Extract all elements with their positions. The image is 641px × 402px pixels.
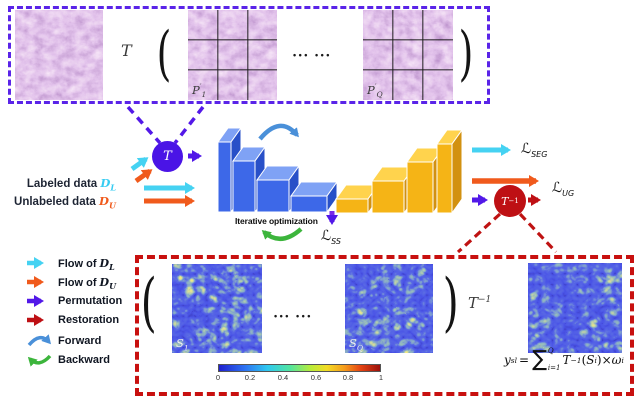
heatmap-texture [345,264,433,353]
legend-glyphs [27,257,52,367]
permuted-patch-pq: P′Q [363,10,453,100]
legend-label-flow-du: Flow of DU [58,276,117,292]
colorbar [218,364,381,372]
encoder-bar-4 [290,180,338,214]
restoration-operator-circle: T −1 [494,185,526,217]
encoder-bars [217,126,338,214]
decoder-bars [335,128,463,215]
saliency-map-s1: S1 [172,264,262,353]
colorbar-tick: 0.8 [342,373,354,382]
histology-image [15,10,103,100]
encoder-bar-3 [256,164,300,214]
open-paren-bottom: ( [140,264,157,340]
restore-dashed-connectors [456,212,558,254]
restored-saliency-map [528,263,622,353]
decoder-bar-1 [335,183,379,215]
s1-label: S1 [176,336,189,353]
permute-dashed-connectors [126,105,205,145]
ug-loss-label: ℒUG [552,180,575,198]
colorbar-tick: 0.6 [310,373,322,382]
seg-loss-label: ℒSEG [521,141,548,159]
legend-forward-arc [27,334,52,347]
legend-label-flow-dl: Flow of DL [58,257,115,273]
colorbar-tick: 1 [378,373,384,382]
iterative-optimization-caption: Iterative optimization [235,216,318,226]
heatmap-texture [172,264,262,353]
legend-label-forward: Forward [58,335,102,347]
saliency-map-sq: SQ [345,264,433,353]
t-inverse-label: T−1 [468,294,492,312]
unlabeled-data-label: Unlabeled data DU [14,194,116,211]
ellipsis-top: ••• ••• [293,50,332,60]
backward-arc-arrow [261,227,303,241]
labeled-data-label: Labeled data DL [26,176,116,193]
decoder-bar-3 [406,146,444,215]
histology-texture [15,10,103,100]
decoder-bar-4 [436,128,463,215]
sq-label: SQ [349,336,364,353]
colorbar-tick: 0.2 [244,373,256,382]
unlabeled-into-permute-arrow [134,168,153,184]
permute-op-label: T [121,41,132,60]
close-paren-bottom: ) [442,264,459,340]
colorbar-tick: 0 [215,373,221,382]
close-paren-top: ) [458,18,474,88]
permuted-input-box [8,6,490,104]
decoder-bar-2 [371,165,415,215]
forward-arc-arrow [258,123,299,141]
permutation-operator-circle: T [152,141,183,172]
legend-label-backward: Backward [58,354,110,366]
ellipsis-bottom: ••• ••• [274,311,313,321]
restored-output-box [135,255,634,396]
legend-backward-arc [27,354,52,367]
encoder-bar-2 [232,145,266,214]
colorbar-tick: 0.4 [277,373,289,382]
permuted-patch-p1: P′1 [188,10,277,100]
legend-label-permutation: Permutation [58,295,123,307]
pq-label: P′Q [367,82,383,100]
encoder-bar-1 [217,126,242,214]
patch-grid-lines [363,10,453,100]
p1-label: P′1 [192,82,207,100]
patch-grid-lines [188,10,277,100]
labeled-into-permute-arrow [130,156,149,172]
open-paren-top: ( [156,18,172,88]
ss-loss-label: ℒSS [321,228,341,246]
heatmap-texture [528,263,622,353]
legend-label-restoration: Restoration [58,314,120,326]
